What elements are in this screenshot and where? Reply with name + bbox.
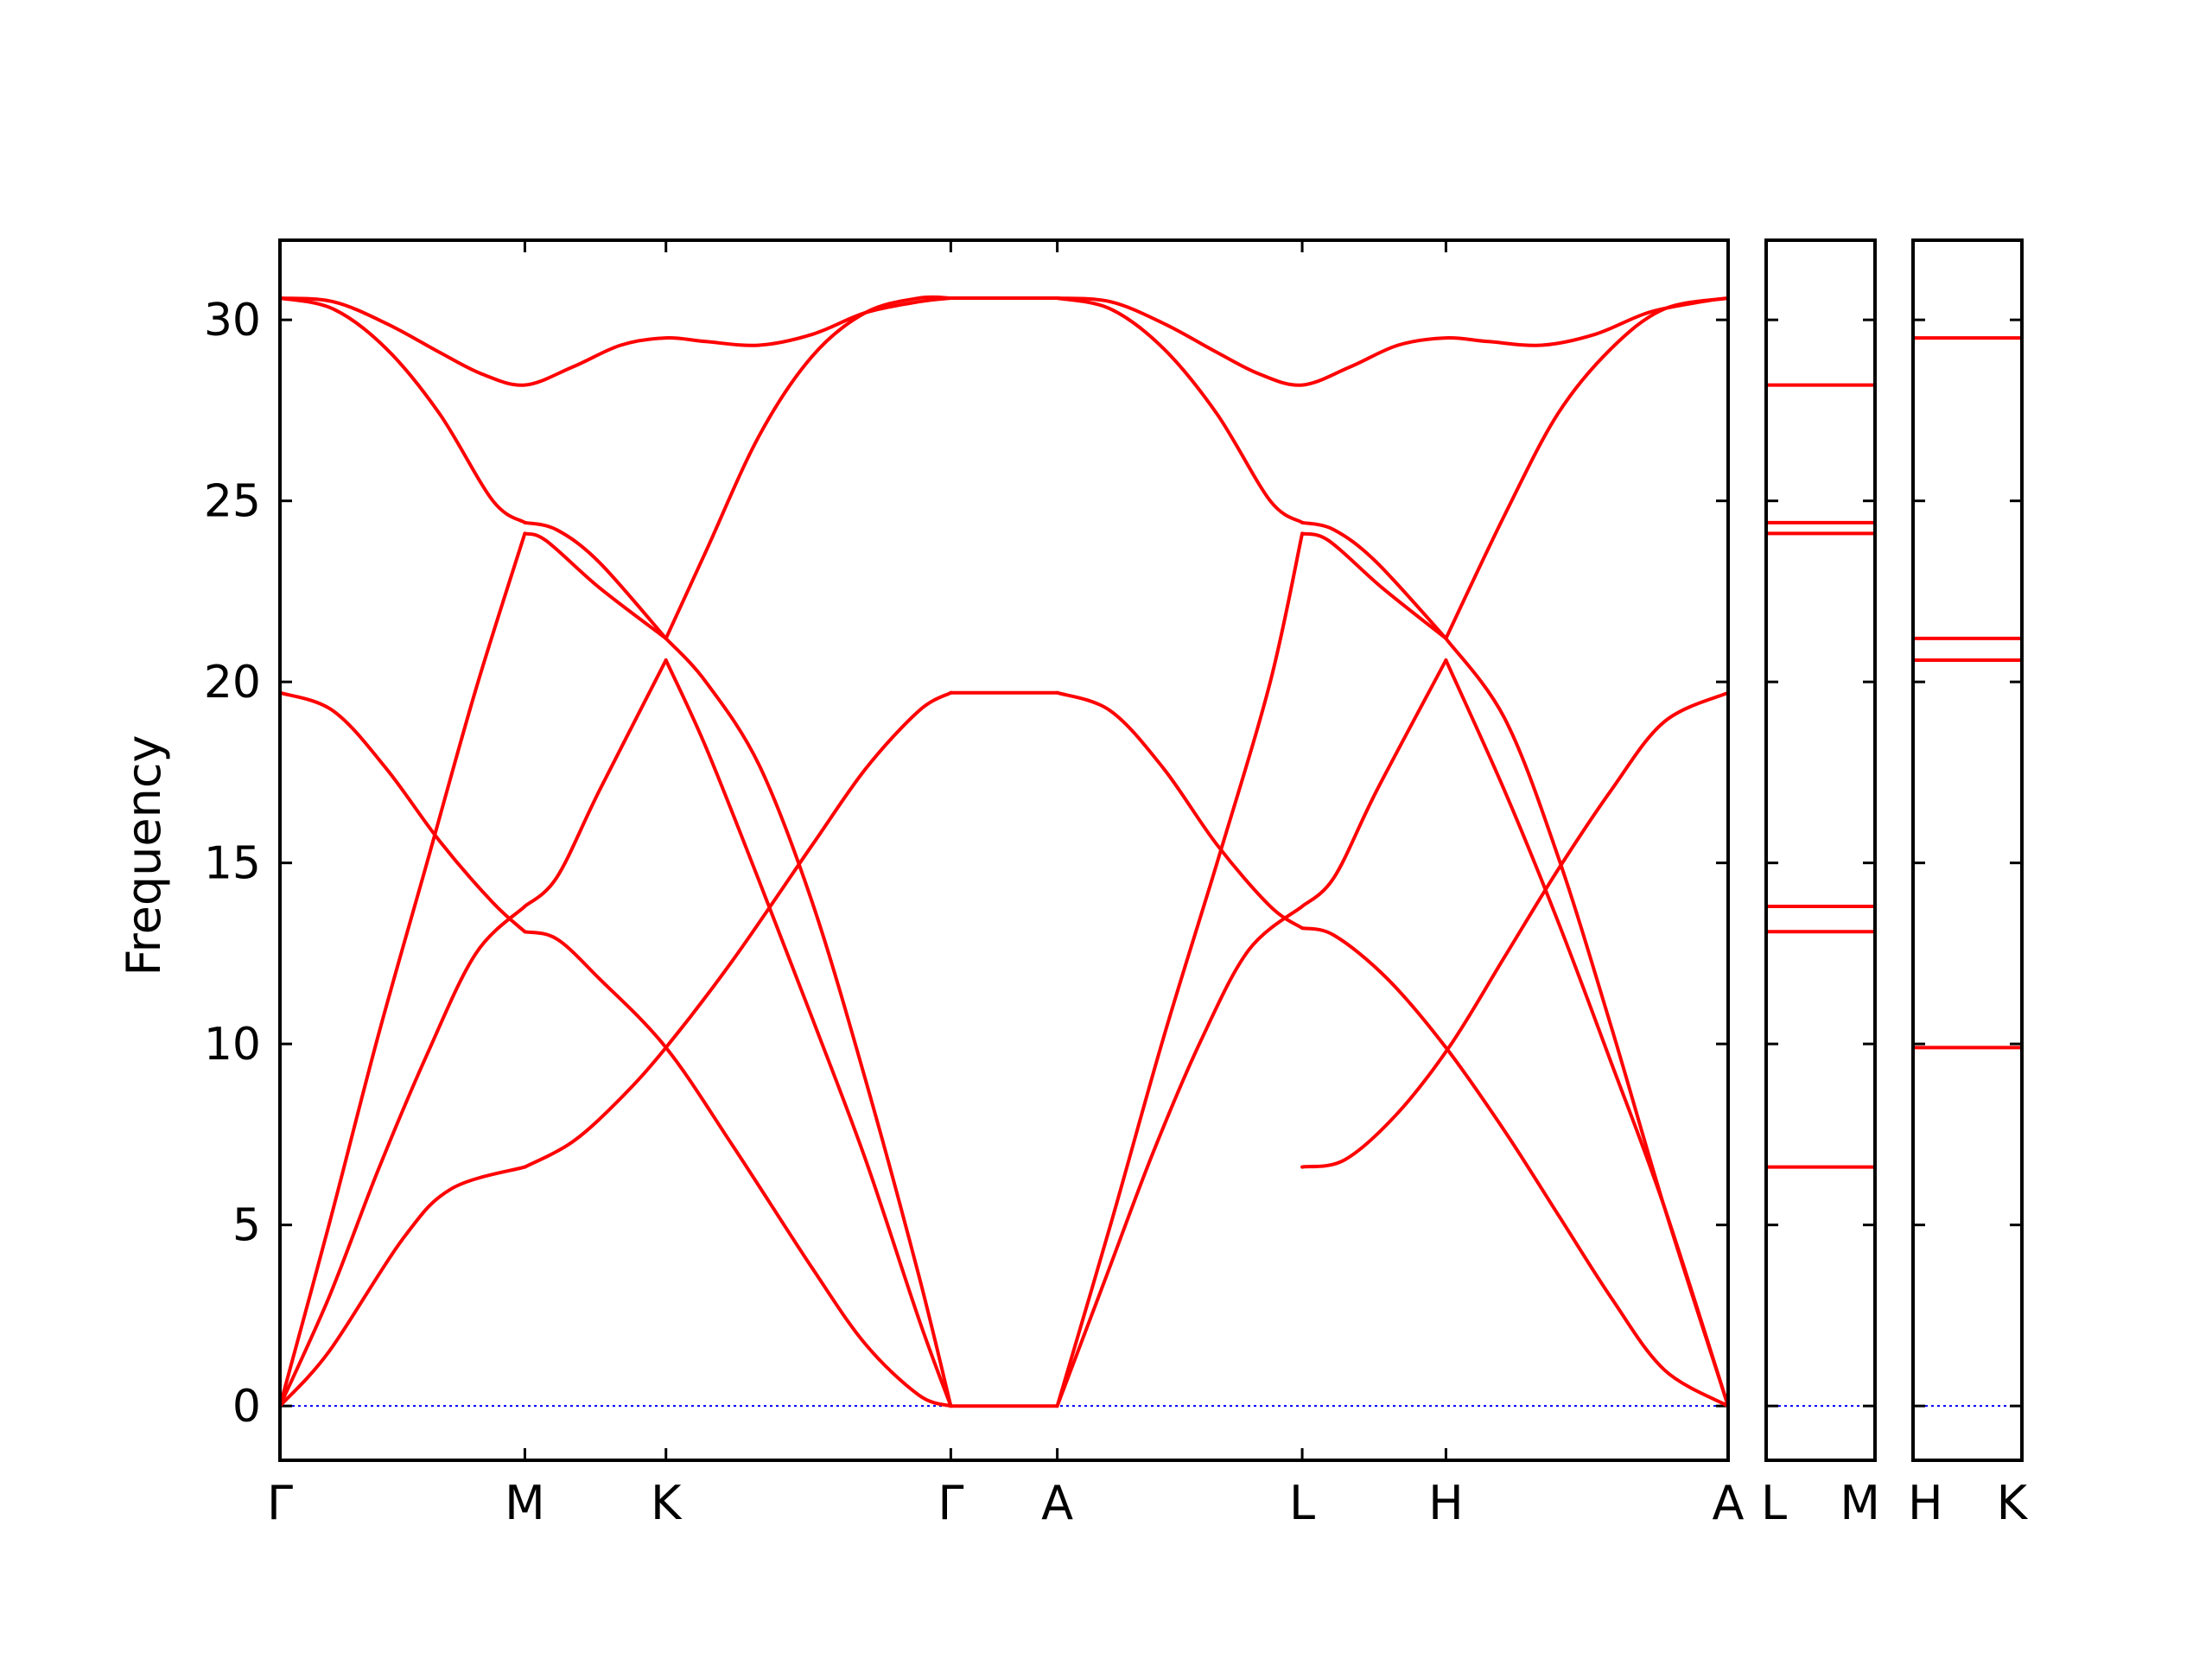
band-segment xyxy=(664,636,953,1408)
band-segment xyxy=(1300,531,1448,640)
x-tick-label: H xyxy=(1428,1476,1464,1530)
band-segment xyxy=(523,520,668,640)
y-tick-label: 15 xyxy=(204,838,261,890)
band-segment xyxy=(664,658,953,1408)
band-segment xyxy=(1055,531,1305,1408)
band-segment xyxy=(1055,904,1305,1408)
band-segment xyxy=(1055,296,1305,524)
band-segment xyxy=(523,658,668,908)
x-tick-label: M xyxy=(1840,1476,1880,1530)
band-segment xyxy=(1300,926,1730,1408)
band-segment xyxy=(523,531,668,640)
x-tick-label: M xyxy=(505,1476,545,1530)
x-tick-label: A xyxy=(1713,1476,1745,1530)
band-segment xyxy=(278,531,527,1408)
band-segment xyxy=(278,690,527,934)
axes-frame xyxy=(1911,238,2024,1462)
axes-frame xyxy=(278,238,1730,1462)
band-segment xyxy=(1055,690,1305,931)
band-segment xyxy=(278,1165,527,1408)
band-segment xyxy=(1444,296,1730,640)
y-tick-label: 0 xyxy=(232,1381,261,1433)
band-segment xyxy=(1300,520,1448,640)
band-segment xyxy=(278,904,527,1408)
x-tick-label: L xyxy=(1761,1476,1787,1530)
band-segment xyxy=(1444,636,1730,1408)
band-segment xyxy=(523,690,953,1169)
y-tick-label: 20 xyxy=(204,657,261,709)
y-tick-label: 25 xyxy=(204,476,261,528)
band-segment xyxy=(664,295,953,640)
y-axis-label: Frequency xyxy=(117,735,171,976)
x-tick-label: K xyxy=(651,1476,683,1530)
x-tick-label: K xyxy=(1997,1476,2029,1530)
y-tick-label: 30 xyxy=(204,295,261,346)
band-segment xyxy=(1444,658,1730,1408)
panel-main: 0 5 10 15 20 25 30 Γ M K Γ A L H A xyxy=(204,238,1745,1530)
band-segment xyxy=(1055,296,1730,387)
band-segment xyxy=(1300,658,1448,908)
band-segment xyxy=(278,296,953,387)
band-segment xyxy=(278,296,527,524)
axes-frame xyxy=(1764,238,1877,1462)
x-tick-label: Γ xyxy=(267,1476,293,1530)
x-tick-label: L xyxy=(1289,1476,1315,1530)
band-segment xyxy=(523,930,953,1408)
y-tick-label: 5 xyxy=(232,1200,261,1252)
y-tick-label: 10 xyxy=(204,1019,261,1071)
x-tick-label: A xyxy=(1041,1476,1073,1530)
x-tick-label: H xyxy=(1908,1476,1943,1530)
x-tick-label: Γ xyxy=(938,1476,963,1530)
band-segment xyxy=(1300,690,1730,1169)
